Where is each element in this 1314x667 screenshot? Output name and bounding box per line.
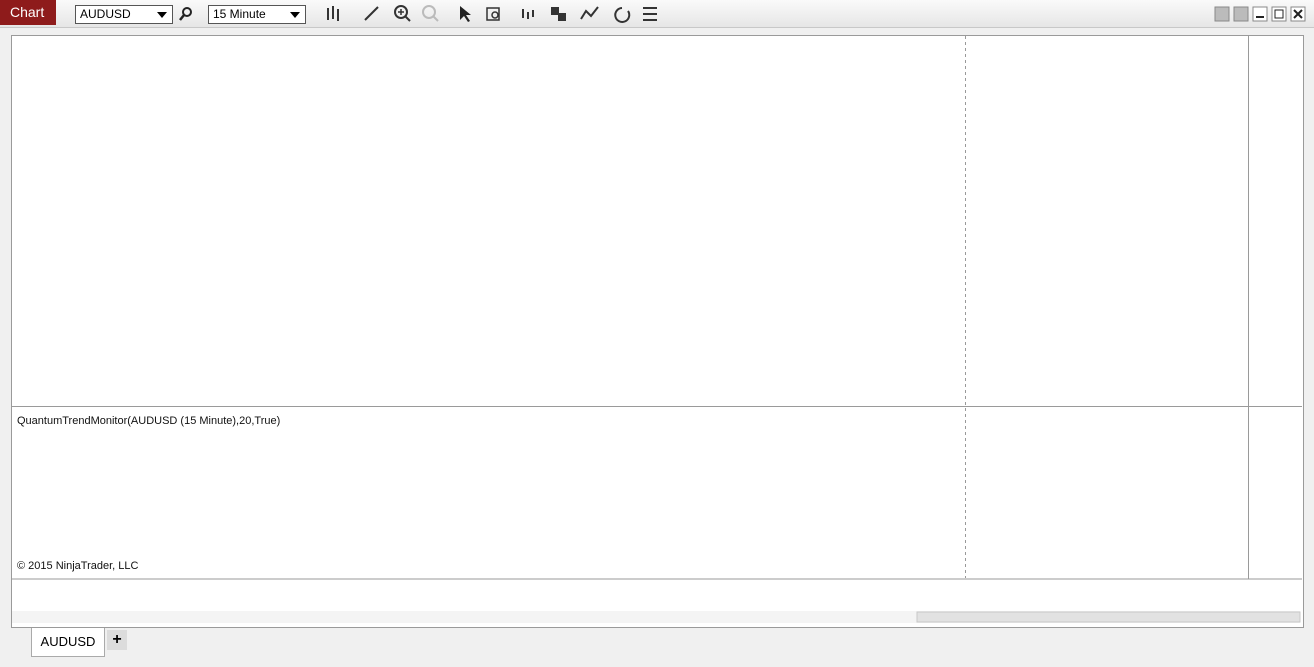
search-icon[interactable] <box>178 6 194 22</box>
add-tab-button[interactable]: + <box>107 630 127 650</box>
indicator-title: QuantumTrendMonitor(AUDUSD (15 Minute),2… <box>17 415 280 427</box>
copyright: © 2015 NinjaTrader, LLC <box>17 560 138 572</box>
instrument-tab[interactable]: AUDUSD <box>31 628 105 657</box>
tool-icons[interactable] <box>322 4 662 24</box>
indicator-panel <box>12 409 1248 578</box>
toolbar: Chart AUDUSD 15 Minute <box>0 0 1314 28</box>
window-buttons[interactable] <box>1214 6 1310 22</box>
price-panel <box>12 36 1248 405</box>
interval-select[interactable]: 15 Minute <box>208 5 306 24</box>
instrument-select[interactable]: AUDUSD <box>75 5 173 24</box>
chart-button[interactable]: Chart <box>0 0 56 25</box>
chart: QuantumTrendMonitor(AUDUSD (15 Minute),2… <box>12 36 1302 623</box>
tab-bar: AUDUSD + <box>0 628 1314 667</box>
scrollbar-thumb[interactable] <box>916 611 1301 623</box>
